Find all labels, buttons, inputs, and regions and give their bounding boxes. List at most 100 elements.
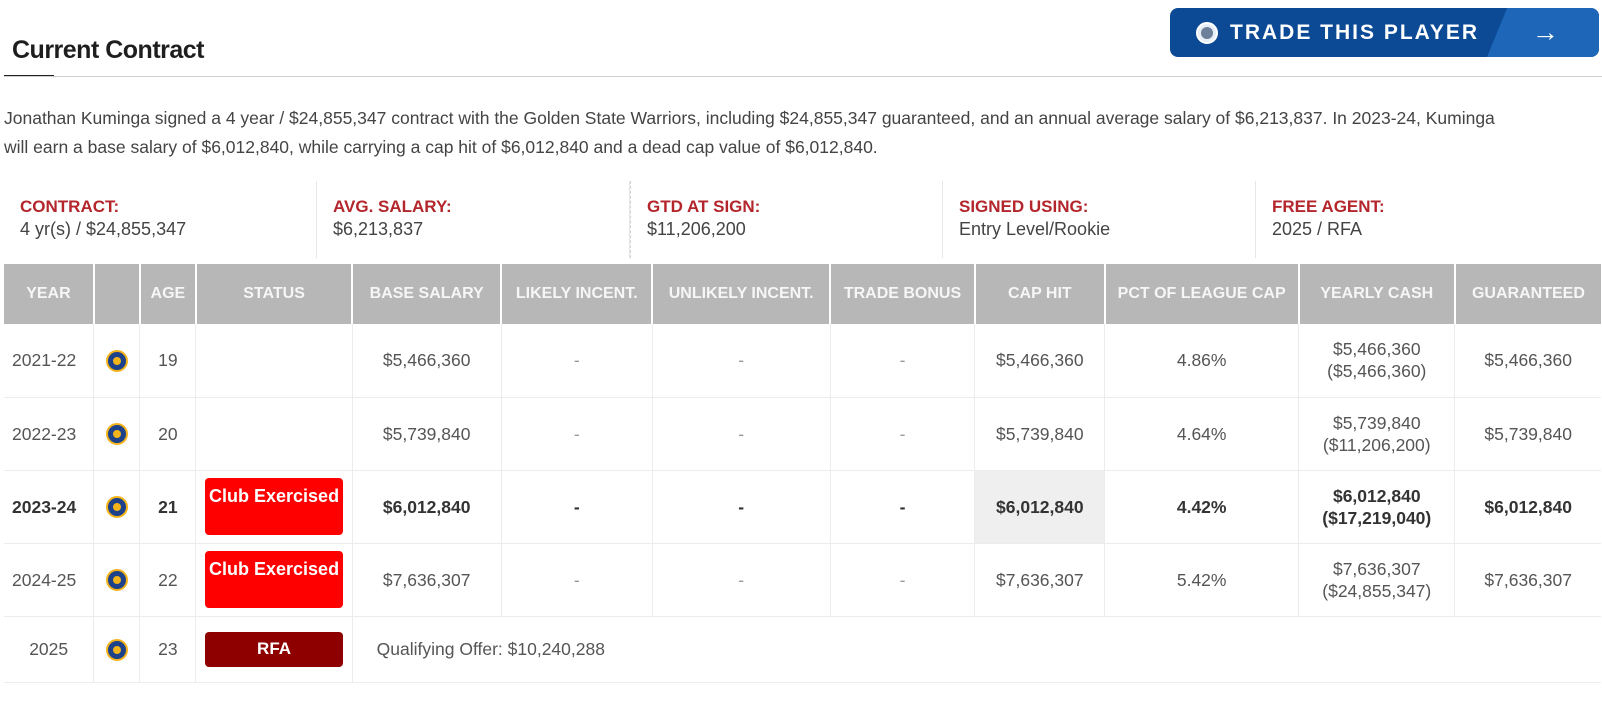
warriors-logo-icon	[105, 638, 128, 661]
cumulative-cash-value: ($11,206,200)	[1322, 434, 1431, 455]
cell-likely-incent: -	[501, 397, 653, 471]
cell-guaranteed: $5,466,360	[1454, 324, 1601, 398]
cell-year: 2023-24	[4, 470, 95, 544]
table-row: 2021-22 19 $5,466,360 - - - $5,466,360 4…	[4, 324, 1601, 398]
col-header-cap-hit[interactable]: CAP HIT	[974, 264, 1106, 324]
arrow-right-icon: →	[1532, 17, 1559, 47]
summary-label: CONTRACT:	[20, 197, 120, 216]
summary-free-agent: FREE AGENT: 2025 / RFA	[1256, 181, 1601, 258]
cell-team	[93, 616, 141, 683]
cell-base-salary: $6,012,840	[352, 470, 502, 544]
cell-likely-incent: -	[501, 543, 653, 617]
cell-unlikely-incent: -	[652, 324, 831, 398]
col-header-age[interactable]: AGE	[139, 264, 197, 324]
trade-this-player-button[interactable]: TRADE THIS PLAYER →	[1170, 8, 1599, 57]
cell-base-salary: $5,739,840	[352, 397, 502, 471]
cell-trade-bonus: -	[830, 397, 976, 471]
cell-guaranteed: $5,739,840	[1454, 397, 1601, 471]
header-divider	[4, 76, 1602, 77]
warriors-logo-icon	[105, 496, 128, 519]
col-header-guaranteed[interactable]: GUARANTEED	[1454, 264, 1601, 324]
summary-label: GTD AT SIGN:	[647, 197, 761, 216]
table-row: 2024-25 22 Club Exercised $7,636,307 - -…	[4, 543, 1601, 617]
cell-status	[195, 397, 353, 471]
contract-summary: CONTRACT: 4 yr(s) / $24,855,347 AVG. SAL…	[4, 181, 1601, 258]
summary-label: AVG. SALARY:	[333, 197, 452, 216]
cell-trade-bonus: -	[830, 470, 976, 544]
cell-base-salary: $7,636,307	[352, 543, 502, 617]
table-header-row: YEAR AGE STATUS BASE SALARY LIKELY INCEN…	[4, 264, 1601, 324]
cell-cap-hit: $5,739,840	[974, 397, 1106, 471]
col-header-pct-league-cap[interactable]: PCT OF LEAGUE CAP	[1104, 264, 1300, 324]
col-header-yearly-cash[interactable]: YEARLY CASH	[1298, 264, 1456, 324]
summary-value: $11,206,200	[647, 219, 746, 239]
cell-age: 20	[139, 397, 197, 471]
summary-label: SIGNED USING:	[959, 197, 1089, 216]
cell-year: 2024-25	[4, 543, 95, 617]
basketball-icon	[1196, 21, 1218, 44]
cell-likely-incent: -	[501, 470, 653, 544]
cell-cap-hit: $6,012,840	[974, 470, 1106, 544]
cumulative-cash-value: ($24,855,347)	[1322, 580, 1432, 601]
col-header-trade-bonus[interactable]: TRADE BONUS	[830, 264, 976, 324]
cell-cap-hit: $7,636,307	[974, 543, 1106, 617]
cell-age: 19	[139, 324, 197, 398]
cell-year: 2025	[4, 616, 95, 683]
table-row-current-season: 2023-24 21 Club Exercised $6,012,840 - -…	[4, 470, 1601, 544]
yearly-cash-value: $5,739,840	[1332, 412, 1421, 433]
cell-status: RFA	[195, 616, 353, 683]
cell-team	[93, 397, 141, 471]
summary-value: 2025 / RFA	[1272, 219, 1363, 239]
col-header-base-salary[interactable]: BASE SALARY	[352, 264, 503, 324]
warriors-logo-icon	[105, 423, 128, 446]
cell-pct-league-cap: 4.86%	[1104, 324, 1300, 398]
col-header-unlikely-incent[interactable]: UNLIKELY INCENT.	[652, 264, 831, 324]
yearly-cash-value: $7,636,307	[1332, 558, 1421, 579]
cell-team	[93, 470, 141, 544]
yearly-cash-value: $5,466,360	[1332, 339, 1421, 360]
cell-status	[195, 324, 353, 398]
table-row: 2022-23 20 $5,739,840 - - - $5,739,840 4…	[4, 397, 1601, 471]
summary-gtd-at-sign: GTD AT SIGN: $11,206,200	[630, 181, 943, 258]
cell-status: Club Exercised	[195, 470, 353, 544]
cumulative-cash-value: ($17,219,040)	[1322, 507, 1432, 528]
yearly-cash-value: $6,012,840	[1332, 485, 1421, 506]
status-badge: Club Exercised	[205, 478, 344, 535]
summary-label: FREE AGENT:	[1272, 197, 1385, 216]
summary-contract: CONTRACT: 4 yr(s) / $24,855,347	[4, 181, 317, 258]
col-header-year[interactable]: YEAR	[4, 264, 95, 324]
cell-cap-hit: $5,466,360	[974, 324, 1106, 398]
cell-age: 23	[139, 616, 197, 683]
qualifying-offer-note: Qualifying Offer: $10,240,288	[352, 616, 1601, 683]
cell-unlikely-incent: -	[652, 470, 831, 544]
button-stripe	[1487, 8, 1599, 57]
col-header-team	[93, 264, 141, 324]
cell-likely-incent: -	[501, 324, 653, 398]
status-badge: Club Exercised	[205, 551, 344, 608]
cell-yearly-cash: $5,466,360 ($5,466,360)	[1298, 324, 1456, 398]
warriors-logo-icon	[105, 569, 128, 592]
table-row-free-agency: 2025 23 RFA Qualifying Offer: $10,240,28…	[4, 616, 1601, 683]
col-header-likely-incent[interactable]: LIKELY INCENT.	[501, 264, 654, 324]
warriors-logo-icon	[105, 349, 128, 372]
cell-status: Club Exercised	[195, 543, 353, 617]
cell-guaranteed: $7,636,307	[1454, 543, 1601, 617]
cell-team	[93, 324, 141, 398]
cell-trade-bonus: -	[830, 324, 976, 398]
cell-team	[93, 543, 141, 617]
col-header-status[interactable]: STATUS	[195, 264, 354, 324]
cell-yearly-cash: $6,012,840 ($17,219,040)	[1298, 470, 1456, 544]
cell-year: 2022-23	[4, 397, 95, 471]
trade-button-label: TRADE THIS PLAYER	[1230, 20, 1480, 44]
cell-pct-league-cap: 5.42%	[1104, 543, 1300, 617]
page-title: Current Contract	[12, 36, 205, 64]
contract-table: YEAR AGE STATUS BASE SALARY LIKELY INCEN…	[4, 264, 1601, 683]
summary-value: 4 yr(s) / $24,855,347	[20, 219, 187, 239]
contract-header: Current Contract TRADE THIS PLAYER →	[0, 0, 1602, 78]
cell-unlikely-incent: -	[652, 397, 831, 471]
summary-value: $6,213,837	[333, 219, 424, 239]
cell-pct-league-cap: 4.42%	[1104, 470, 1300, 544]
cell-age: 22	[139, 543, 197, 617]
cell-pct-league-cap: 4.64%	[1104, 397, 1300, 471]
cell-base-salary: $5,466,360	[352, 324, 502, 398]
